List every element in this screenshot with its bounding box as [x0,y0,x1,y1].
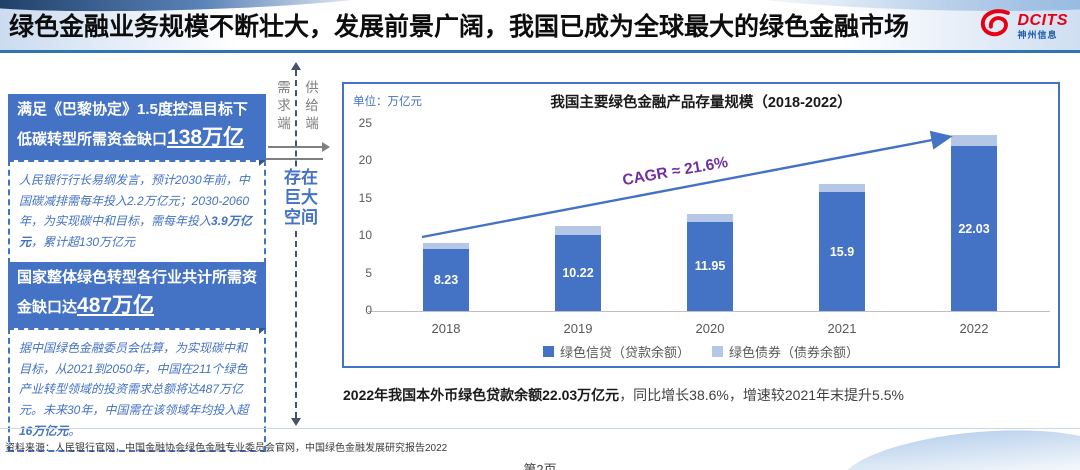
card-body-bold: 16万亿元 [19,423,69,438]
ribbon-fold [259,160,266,166]
x-axis-line [368,311,1050,312]
summary-rest: ，同比增长38.6%，增速较2021年末提升5.5% [619,387,904,403]
legend-swatch [712,346,723,357]
chart-title: 我国主要绿色金融产品存量规模（2018-2022） [550,95,852,111]
bar-group-2021: 15.9 [819,183,865,311]
arrow-up-icon [291,62,301,70]
card-header: 国家整体绿色转型各行业共计所需资金缺口达487万亿 [8,262,266,334]
arrow-right-icon [268,142,330,152]
source-note: 资料来源：人民银行官网，中国金融协会绿色金融专业委员会官网，中国绿色金融发展研究… [5,443,448,454]
chart-panel: 单位：万亿元 我国主要绿色金融产品存量规模（2018-2022） 8.23 10.… [342,82,1060,368]
bar-value-label: 22.03 [958,221,990,236]
bar-group-2019: 10.22 [555,226,601,311]
y-axis-tick-label: 20 [358,153,372,168]
page-title: 绿色金融业务规模不断壮大，发展前景广阔，我国已成为全球最大的绿色金融市场 [9,13,910,41]
bar-group-2022: 22.03 [951,135,997,311]
chart-plot: 8.23 10.22 11.95 15.9 22.03 [380,124,1040,311]
card-body: 据中国绿色金融委员会估算，为实现碳中和目标，从2021到2050年，中国在211… [8,328,266,453]
x-axis-label: 2019 [563,321,593,336]
bar-segment-credit: 22.03 [951,146,997,311]
x-axis-label: 2020 [695,321,725,336]
card-body: 人民银行行长易纲发言，预计2030年前，中国碳减排需每年投入2.2万亿元；203… [8,160,266,264]
card-header: 满足《巴黎协定》1.5度控温目标下低碳转型所需资金缺口138万亿 [8,94,266,166]
footer-divider [0,428,1080,429]
summary-text: 2022年我国本外币绿色贷款余额22.03万亿元，同比增长38.6%，增速较20… [343,385,1063,405]
bar-segment-bond [555,226,601,235]
gap-space-label: 存在巨大空间 [281,168,321,228]
card-body-text: 人民银行行长易纲发言，预计2030年前，中国碳减排需每年投入2.2万亿元；203… [19,173,250,229]
card-header-text: 国家整体绿色转型各行业共计所需资金缺口达 [17,269,258,316]
card-body-bold: 3.9万亿元 [19,214,252,249]
legend-label: 绿色信贷（贷款余额） [559,345,690,360]
legend-item: 绿色债券（债券余额） [712,342,859,361]
arrow-left-icon [258,154,323,164]
bar-segment-bond [687,214,733,222]
brand-name: DCITS [1017,12,1068,29]
chart-unit-label: 单位：万亿元 [353,96,422,108]
bar-segment-credit: 8.23 [423,249,469,311]
y-axis-tick-label: 10 [358,228,372,243]
funding-gap-card-paris: 满足《巴黎协定》1.5度控温目标下低碳转型所需资金缺口138万亿 人民银行行长易… [8,94,266,264]
bar-segment-bond [819,183,865,193]
x-axis-label: 2018 [431,321,461,336]
title-underline [0,50,1080,53]
y-axis-tick-label: 25 [358,116,372,130]
bar-segment-credit: 15.9 [819,192,865,311]
brand-logo: DCITS 神州信息 [979,7,1069,46]
brand-name-cn: 神州信息 [1017,30,1058,40]
x-axis-label: 2022 [959,321,989,336]
demand-side-label: 需求端 [277,80,291,131]
arrow-down-icon [291,418,301,426]
bar-group-2020: 11.95 [687,214,733,311]
card-header-text: 满足《巴黎协定》1.5度控温目标下低碳转型所需资金缺口 [17,101,248,148]
demand-supply-axis [295,70,297,418]
card-body-text: 。 [68,423,81,438]
ribbon-fold [259,328,266,334]
y-axis-tick-label: 0 [365,303,372,317]
bar-segment-bond [951,135,997,147]
funding-gap-card-national: 国家整体绿色转型各行业共计所需资金缺口达487万亿 据中国绿色金融委员会估算，为… [8,262,266,453]
bar-value-label: 11.95 [694,259,726,274]
bar-value-label: 15.9 [829,244,855,259]
bar-segment-bond [423,243,469,250]
bar-value-label: 10.22 [562,265,594,280]
x-axis-label: 2021 [827,321,857,336]
card-highlight-number: 138万亿 [167,125,245,149]
supply-side-label: 供给端 [305,80,319,131]
bar-value-label: 8.23 [433,273,459,288]
legend-item: 绿色信贷（贷款余额） [542,342,690,361]
card-body-text: 据中国绿色金融委员会估算，为实现碳中和目标，从2021到2050年，中国在211… [19,341,249,417]
trend-arrow [421,130,953,239]
page-number: 第2页 [523,462,557,470]
bar-segment-credit: 11.95 [687,221,733,311]
card-body-text: ，累计超130万亿元 [31,234,136,249]
summary-bold: 2022年我国本外币绿色贷款余额22.03万亿元 [343,387,620,403]
legend-label: 绿色债券（债券余额） [729,345,860,360]
card-highlight-number: 487万亿 [77,293,155,317]
chart-legend: 绿色信贷（贷款余额） 绿色债券（债券余额） [344,342,1058,361]
brand-text: DCITS 神州信息 [1018,13,1069,40]
bar-segment-credit: 10.22 [555,234,601,311]
bar-group-2018: 8.23 [423,243,469,311]
title-bar: 绿色金融业务规模不断壮大，发展前景广阔，我国已成为全球最大的绿色金融市场 DCI… [0,0,1080,50]
legend-swatch [542,346,554,357]
y-axis-tick-label: 5 [365,265,372,280]
dcits-swirl-icon [979,7,1013,46]
y-axis-tick-label: 15 [358,190,372,205]
